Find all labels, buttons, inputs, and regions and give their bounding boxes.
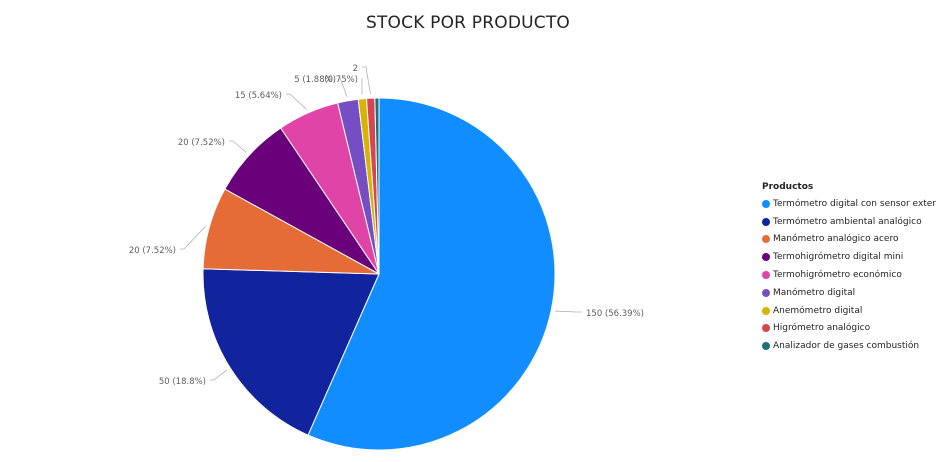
legend-item[interactable]: Anemómetro digital bbox=[762, 302, 936, 320]
leader-line bbox=[362, 66, 371, 95]
legend-dot-icon bbox=[762, 217, 770, 226]
data-label: 5 (1.88%) bbox=[294, 75, 336, 85]
legend-label: Anemómetro digital bbox=[773, 305, 863, 316]
legend-title: Productos bbox=[762, 182, 814, 192]
legend-item[interactable]: Manómetro analógico acero bbox=[762, 231, 936, 249]
legend-dot-icon bbox=[762, 342, 770, 351]
legend-dot-icon bbox=[762, 199, 770, 208]
leader-line bbox=[180, 226, 206, 250]
legend-dot-icon bbox=[762, 271, 770, 280]
legend: Productos Termómetro digital con sensor … bbox=[762, 182, 936, 355]
legend-label: Manómetro analógico acero bbox=[773, 234, 899, 245]
leader-line bbox=[555, 310, 582, 313]
leader-line bbox=[229, 140, 247, 153]
legend-item[interactable]: Analizador de gases combustión bbox=[762, 337, 936, 355]
legend-label: Termohigrómetro digital mini bbox=[773, 252, 904, 263]
pie-slice[interactable] bbox=[202, 268, 380, 436]
data-label: 15 (5.64%) bbox=[235, 91, 282, 101]
legend-dot-icon bbox=[762, 253, 770, 262]
pie-chart[interactable]: 150 (56.39%) 50 (18.8%) 20 (7.52%) 20 (7.52… bbox=[0, 0, 740, 462]
legend-label: Termómetro ambiental analógico bbox=[773, 216, 922, 227]
pie-slice[interactable] bbox=[374, 97, 380, 275]
pie-slice[interactable] bbox=[307, 97, 556, 451]
pie-slices bbox=[202, 97, 556, 451]
leader-line bbox=[210, 369, 228, 381]
data-label: (0.75%) bbox=[324, 75, 358, 85]
leader-line bbox=[339, 77, 348, 97]
legend-item[interactable]: Termómetro digital con sensor extern bbox=[762, 195, 936, 213]
data-label: 50 (18.8%) bbox=[159, 377, 206, 387]
legend-item[interactable]: Manómetro digital bbox=[762, 284, 936, 302]
legend-label: Termohigrómetro económico bbox=[773, 270, 902, 281]
data-label: 2 bbox=[353, 64, 358, 74]
legend-label: Analizador de gases combustión bbox=[773, 341, 920, 352]
legend-label: Termómetro digital con sensor extern bbox=[773, 198, 936, 209]
data-label: 20 (7.52%) bbox=[129, 246, 176, 256]
legend-label: Manómetro digital bbox=[773, 287, 856, 298]
data-label: 150 (56.39%) bbox=[586, 309, 644, 319]
legend-item[interactable]: Higrómetro analógico bbox=[762, 320, 936, 338]
legend-item[interactable]: Termohigrómetro digital mini bbox=[762, 248, 936, 266]
legend-item[interactable]: Termohigrómetro económico bbox=[762, 266, 936, 284]
legend-dot-icon bbox=[762, 288, 770, 297]
legend-dot-icon bbox=[762, 324, 770, 333]
legend-label: Higrómetro analógico bbox=[773, 323, 871, 334]
legend-items: Termómetro digital con sensor extern Term… bbox=[762, 195, 936, 355]
leader-lines bbox=[180, 66, 582, 381]
legend-dot-icon bbox=[762, 235, 770, 244]
chart-title: STOCK POR PRODUCTO bbox=[365, 13, 571, 33]
data-label: 20 (7.52%) bbox=[178, 138, 225, 148]
leader-line bbox=[286, 93, 307, 110]
legend-dot-icon bbox=[762, 306, 770, 315]
legend-item[interactable]: Termómetro ambiental analógico bbox=[762, 213, 936, 231]
data-labels: 150 (56.39%) 50 (18.8%) 20 (7.52%) 20 (7.52… bbox=[129, 64, 644, 387]
